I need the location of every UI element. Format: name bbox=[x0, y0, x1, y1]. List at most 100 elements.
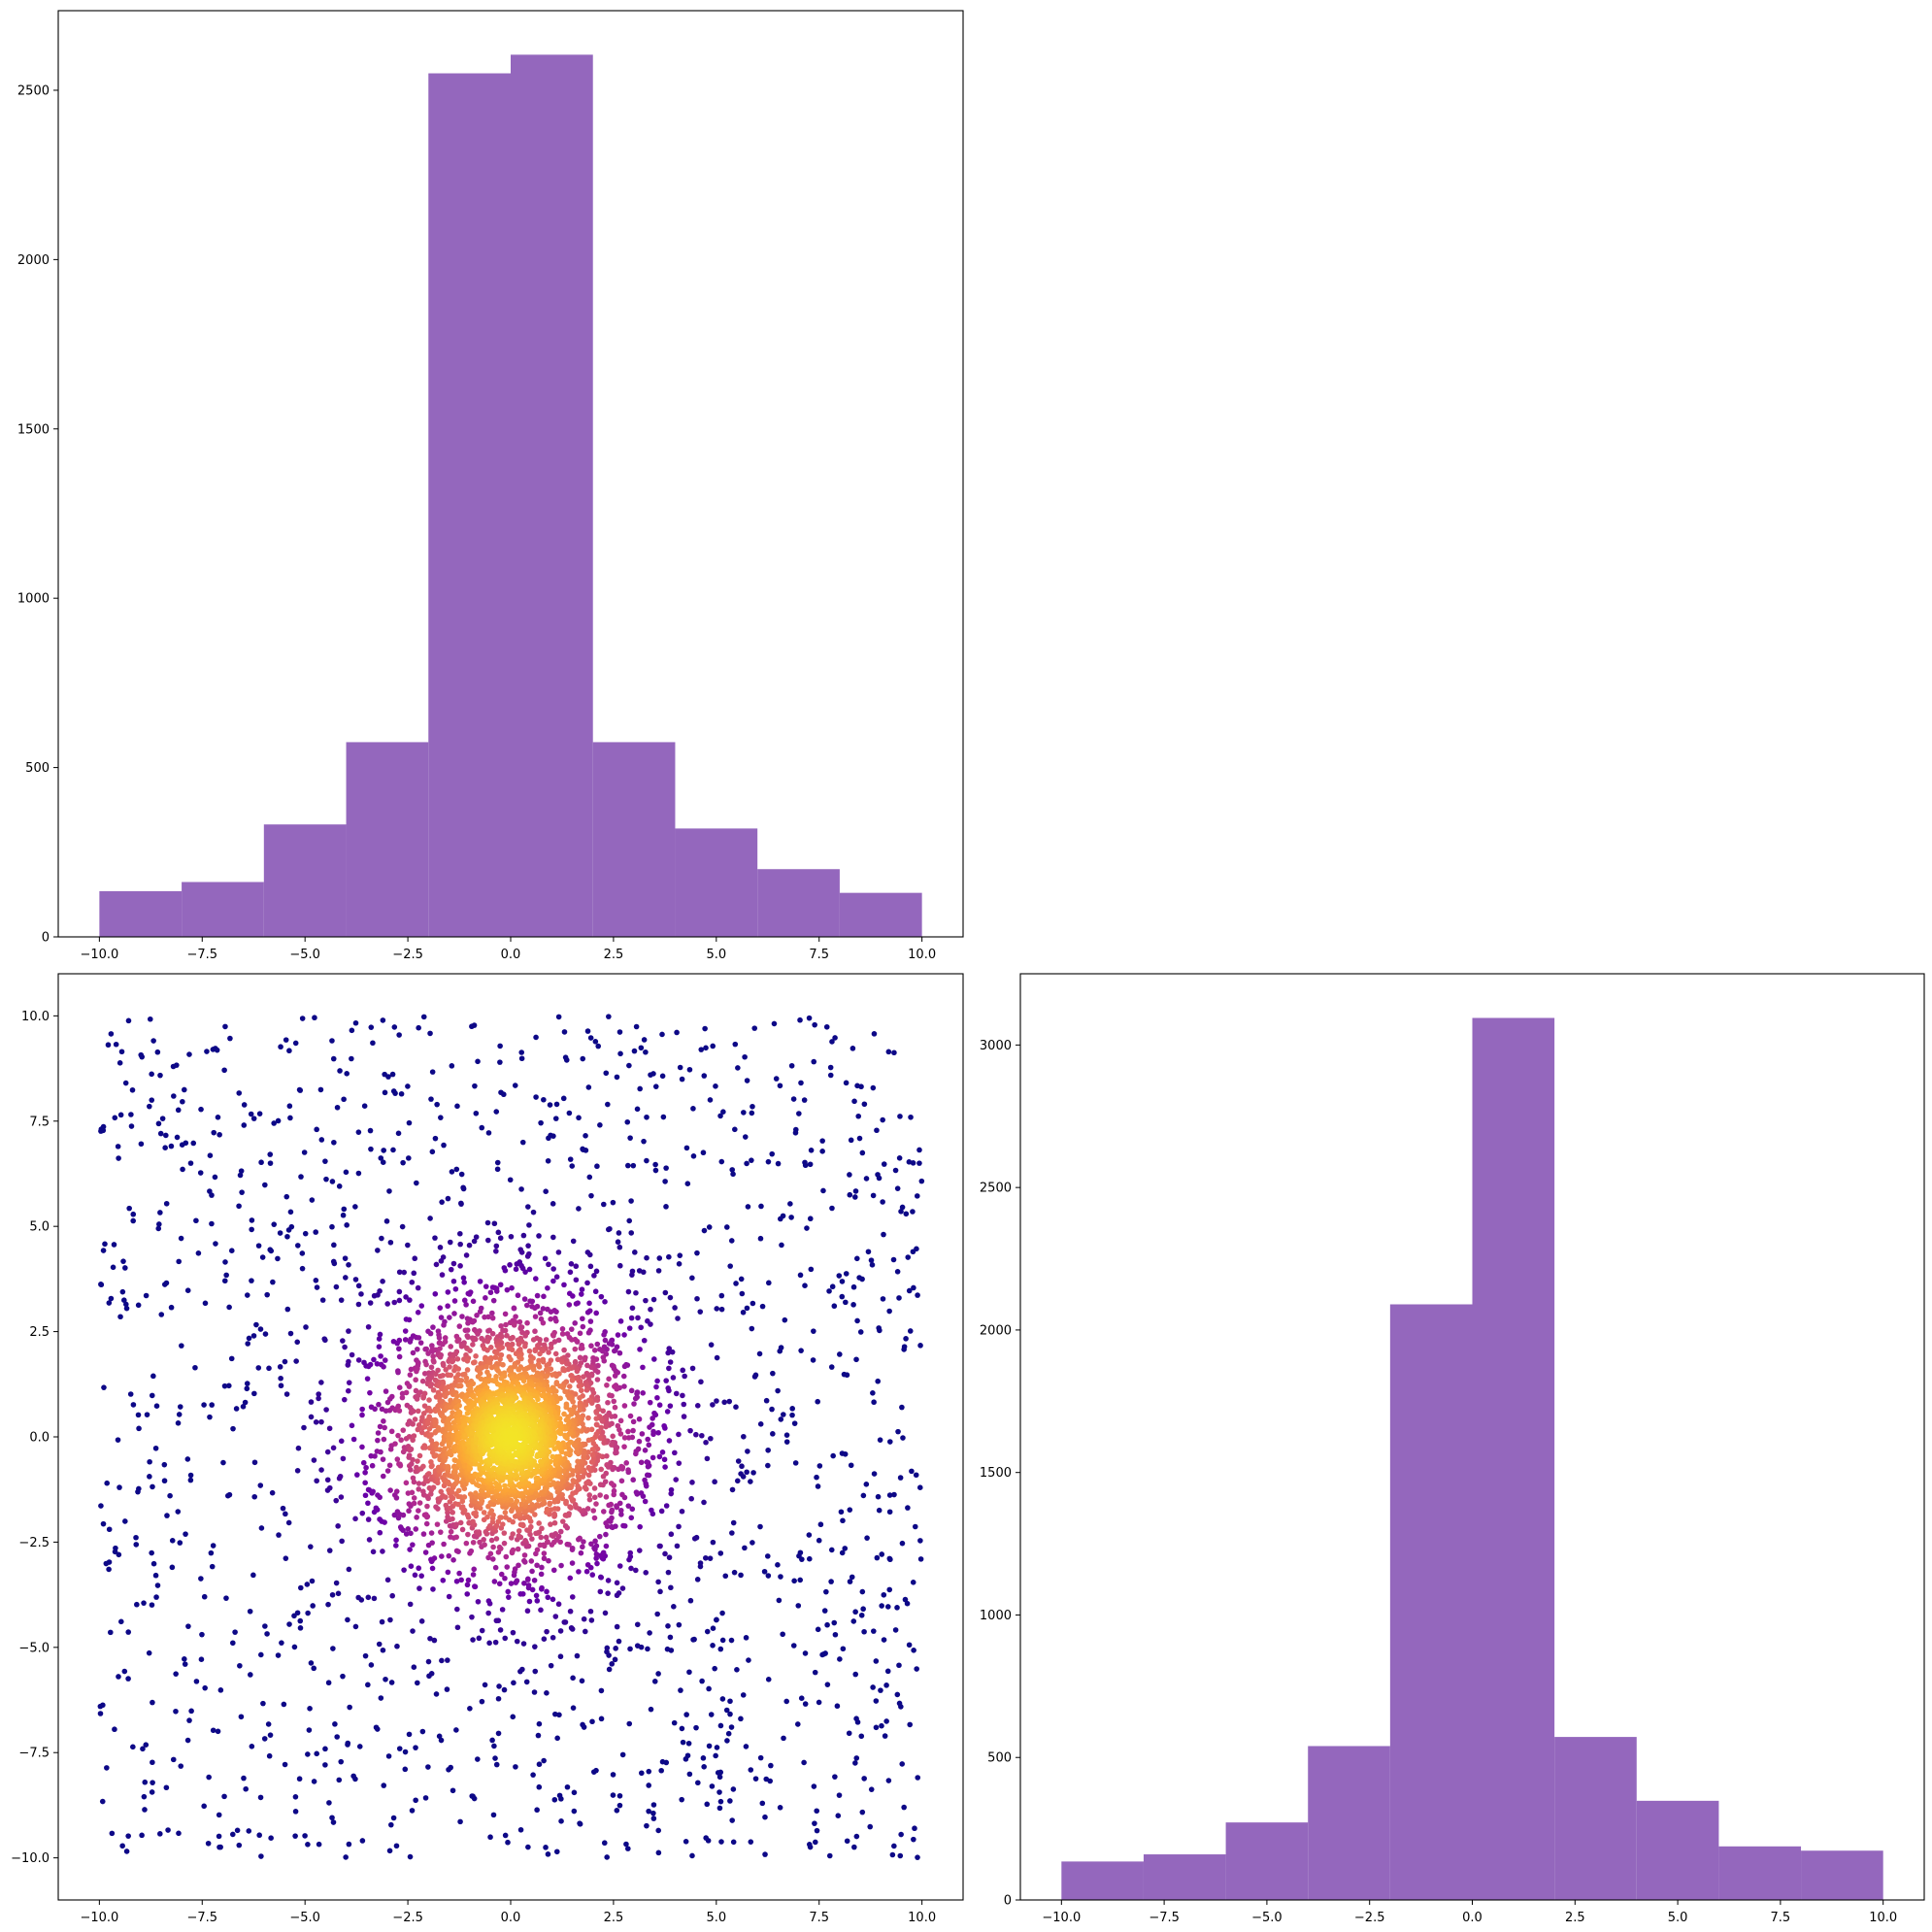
scatter-point bbox=[761, 1568, 768, 1575]
scatter-point bbox=[588, 1343, 594, 1349]
scatter-point bbox=[896, 1662, 902, 1669]
scatter-point bbox=[153, 1594, 159, 1600]
scatter-point bbox=[719, 1610, 725, 1616]
scatter-point bbox=[410, 1628, 416, 1634]
scatter-point bbox=[445, 1463, 451, 1470]
scatter-point bbox=[533, 1592, 540, 1599]
scatter-point bbox=[569, 1163, 576, 1169]
scatter-point bbox=[494, 1159, 501, 1166]
scatter-point bbox=[746, 1657, 751, 1663]
scatter-point bbox=[415, 1284, 421, 1291]
scatter-point bbox=[457, 1230, 463, 1237]
scatter-point bbox=[532, 1328, 538, 1335]
scatter-point bbox=[743, 1744, 749, 1749]
scatter-point bbox=[277, 1364, 283, 1370]
scatter-point bbox=[473, 1353, 479, 1359]
scatter-point bbox=[429, 1540, 435, 1546]
scatter-point bbox=[630, 1418, 637, 1425]
scatter-point bbox=[503, 1553, 510, 1560]
scatter-point bbox=[798, 1080, 804, 1086]
scatter-point bbox=[908, 1114, 914, 1120]
scatter-point bbox=[222, 1259, 228, 1265]
scatter-point bbox=[157, 1831, 163, 1837]
x-tick-label: 0.0 bbox=[501, 948, 521, 962]
scatter-point bbox=[208, 1549, 215, 1556]
scatter-point bbox=[884, 1668, 891, 1675]
scatter-point bbox=[267, 1732, 274, 1738]
scatter-point bbox=[448, 1344, 454, 1349]
scatter-point bbox=[859, 1588, 866, 1595]
scatter-point bbox=[352, 1204, 358, 1210]
scatter-point bbox=[896, 1295, 902, 1301]
scatter-point bbox=[451, 1298, 458, 1304]
scatter-point bbox=[450, 1516, 455, 1522]
scatter-point bbox=[382, 1519, 387, 1525]
scatter-point bbox=[554, 1356, 561, 1363]
scatter-point bbox=[686, 1669, 692, 1676]
scatter-point bbox=[714, 1306, 720, 1312]
scatter-point bbox=[637, 1548, 643, 1553]
scatter-point bbox=[490, 1465, 497, 1472]
scatter-point bbox=[625, 1288, 632, 1295]
scatter-point bbox=[514, 1578, 520, 1584]
scatter-point bbox=[490, 1297, 497, 1304]
scatter-point bbox=[575, 1473, 582, 1480]
scatter-point bbox=[613, 1646, 618, 1651]
scatter-point bbox=[534, 1562, 540, 1569]
scatter-point bbox=[437, 1245, 444, 1250]
scatter-point bbox=[125, 1629, 132, 1635]
scatter-point bbox=[325, 1601, 331, 1608]
scatter-point bbox=[186, 1051, 192, 1057]
scatter-point bbox=[483, 1363, 489, 1370]
scatter-point bbox=[378, 1353, 383, 1359]
scatter-point bbox=[410, 1542, 416, 1548]
scatter-point bbox=[223, 1595, 229, 1601]
scatter-point bbox=[532, 1644, 538, 1649]
y-tick-label: 500 bbox=[25, 761, 50, 776]
scatter-point bbox=[501, 1686, 508, 1693]
scatter-point bbox=[479, 1124, 485, 1131]
scatter-point bbox=[460, 1477, 467, 1482]
scatter-point bbox=[521, 1580, 527, 1586]
histogram-bar bbox=[428, 73, 511, 938]
scatter-point bbox=[625, 1467, 631, 1473]
scatter-point bbox=[519, 1139, 526, 1146]
scatter-point bbox=[445, 1657, 450, 1663]
scatter-point bbox=[115, 1144, 121, 1149]
scatter-point bbox=[199, 1631, 205, 1638]
scatter-point bbox=[795, 1721, 801, 1727]
scatter-point bbox=[428, 1364, 435, 1371]
scatter-point bbox=[330, 1819, 337, 1825]
scatter-point bbox=[742, 1545, 748, 1551]
scatter-point bbox=[229, 1831, 236, 1838]
scatter-point bbox=[414, 1368, 419, 1375]
scatter-point bbox=[617, 1417, 624, 1424]
scatter-point bbox=[498, 1515, 505, 1520]
scatter-point bbox=[559, 1358, 565, 1365]
scatter-point bbox=[717, 1798, 724, 1805]
scatter-point bbox=[651, 1410, 657, 1416]
scatter-point bbox=[569, 1560, 576, 1566]
scatter-point bbox=[437, 1346, 443, 1351]
scatter-point bbox=[604, 1854, 610, 1860]
scatter-point bbox=[868, 1257, 875, 1263]
scatter-point bbox=[674, 1543, 681, 1549]
scatter-point bbox=[553, 1101, 560, 1108]
scatter-point bbox=[143, 1742, 150, 1748]
scatter-point bbox=[258, 1651, 264, 1658]
scatter-point bbox=[396, 1384, 403, 1390]
scatter-point bbox=[645, 1463, 651, 1470]
scatter-point bbox=[560, 1095, 567, 1102]
scatter-point bbox=[842, 1546, 849, 1551]
scatter-point bbox=[625, 1162, 631, 1169]
scatter-point bbox=[402, 1749, 409, 1755]
scatter-point bbox=[498, 1571, 505, 1578]
scatter-point bbox=[510, 1547, 516, 1553]
scatter-point bbox=[632, 1395, 639, 1402]
scatter-point bbox=[381, 1364, 386, 1370]
scatter-point bbox=[183, 1140, 189, 1147]
scatter-point bbox=[854, 1317, 860, 1324]
scatter-point bbox=[580, 1055, 586, 1062]
scatter-point bbox=[677, 1252, 683, 1258]
scatter-point bbox=[543, 1534, 550, 1541]
